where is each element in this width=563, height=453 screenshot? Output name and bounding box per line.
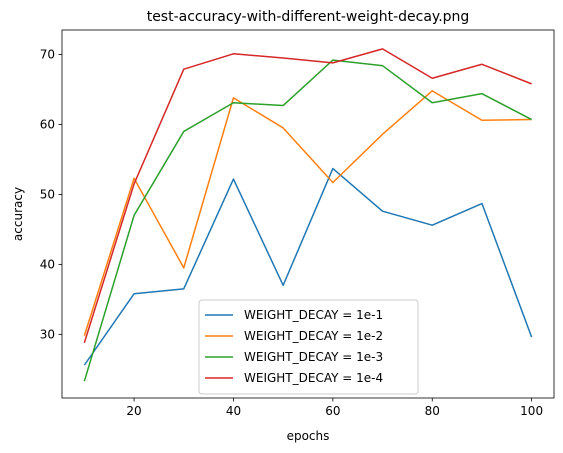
- x-axis-label: epochs: [287, 429, 330, 443]
- x-tick-label: 60: [325, 404, 340, 418]
- legend-label-4: WEIGHT_DECAY = 1e-4: [244, 371, 383, 385]
- legend-label-1: WEIGHT_DECAY = 1e-1: [244, 308, 383, 322]
- series-line-1: [83, 167, 533, 366]
- x-tick-label: 80: [425, 404, 440, 418]
- axes-frame: [61, 29, 555, 399]
- y-tick-label: 60: [40, 117, 55, 131]
- series-line-4: [83, 48, 532, 343]
- legend: WEIGHT_DECAY = 1e-1 WEIGHT_DECAY = 1e-2 WE…: [198, 299, 419, 395]
- y-tick-label: 30: [40, 327, 55, 341]
- x-tick-label: 100: [520, 404, 543, 418]
- x-tick-label: 20: [126, 404, 141, 418]
- legend-label-2: WEIGHT_DECAY = 1e-2: [244, 329, 383, 343]
- series-line-3: [83, 59, 532, 382]
- plot-area: 20 40 60 80 100 30 40 50 60 70: [40, 29, 555, 418]
- x-tick-label: 40: [226, 404, 241, 418]
- y-tick-label: 70: [40, 47, 55, 61]
- legend-box: [198, 299, 419, 395]
- y-tick-label: 50: [40, 187, 55, 201]
- chart-title: test-accuracy-with-different-weight-deca…: [147, 9, 470, 25]
- y-axis-label: accuracy: [11, 187, 25, 241]
- series-line-2: [83, 90, 532, 336]
- legend-label-3: WEIGHT_DECAY = 1e-3: [244, 350, 383, 364]
- y-tick-label: 40: [40, 257, 55, 271]
